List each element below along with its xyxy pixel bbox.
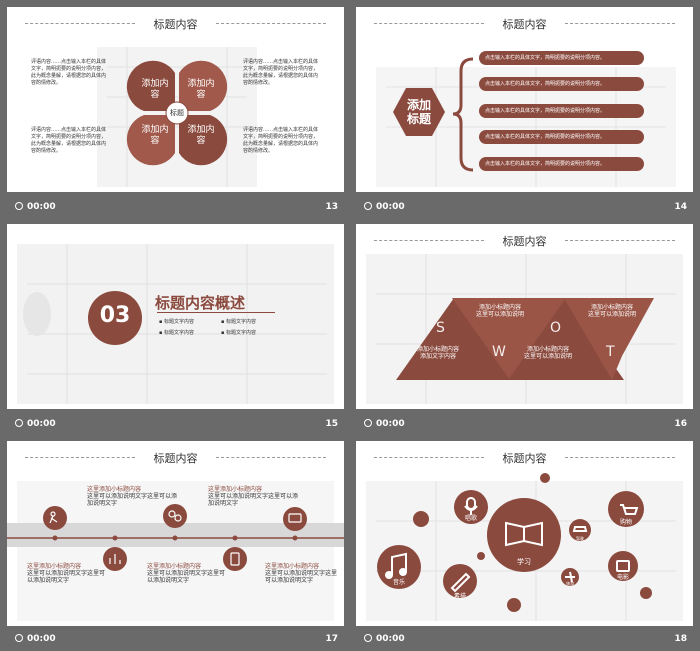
slide-number: 14 bbox=[674, 202, 687, 212]
petal-label: 添加内容 bbox=[141, 79, 169, 100]
slide-17-thumbnail[interactable]: 标题内容 这里添加小标题内容 这里可以添加说明文字这里可以添加说明文字 这里添加小… bbox=[7, 441, 344, 626]
slide-title: 标题内容 bbox=[356, 450, 693, 466]
timeline-label: 这里添加小标题内容 这里可以添加说明文字这里可以添加说明文字 bbox=[87, 486, 178, 507]
list-item: 点击输入本栏的具体文字，简明扼要的说明分项内容。 bbox=[479, 77, 644, 91]
heading-underline bbox=[157, 312, 275, 313]
hexagon-label: 添加标题 bbox=[406, 98, 431, 126]
slide-13-thumbnail[interactable]: 标题内容 评语内容……点击输入本栏的具体文字，简明扼要的说明分项内容，此为概念量… bbox=[7, 7, 344, 192]
slide-footer: 00:00 16 bbox=[356, 416, 693, 436]
slide-title: 标题内容 bbox=[7, 450, 344, 466]
slide-16-thumbnail[interactable]: 标题内容 S W O T 添加小标题内容 添加文字内容 添加小标题内容 这里可以添加… bbox=[356, 224, 693, 409]
swot-label: 添加小标题内容 这里可以添加说明 bbox=[587, 304, 636, 318]
hobby-label: 唱歌 bbox=[464, 515, 477, 522]
hobby-label: 电影 bbox=[616, 574, 629, 581]
slide-number: 18 bbox=[674, 634, 687, 644]
brace-icon bbox=[452, 57, 474, 172]
slide-footer: 00:00 15 bbox=[7, 416, 344, 436]
slide-number: 15 bbox=[325, 419, 338, 429]
petal-label: 添加内容 bbox=[187, 125, 215, 146]
petal-label: 添加内容 bbox=[141, 125, 169, 146]
petal-label: 添加内容 bbox=[187, 79, 215, 100]
slide-15-thumbnail[interactable]: 03 标题内容概述 ▪ 标题文字内容 ▪ 标题文字内容 ▪ 标题文字内容 ▪ 标… bbox=[7, 224, 344, 409]
list-item: 点击输入本栏的具体文字，简明扼要的说明分项内容。 bbox=[479, 104, 644, 118]
text-block: 评语内容……点击输入本栏的具体文字，简明扼要的说明分项内容，此为概念量解，请根据… bbox=[243, 127, 319, 154]
slide-number: 17 bbox=[325, 634, 338, 644]
sketch-background bbox=[17, 244, 334, 404]
bullet-item: ▪ 标题文字内容 bbox=[221, 330, 256, 336]
text-block: 评语内容……点击输入本栏的具体文字，简明扼要的说明分项内容，此为概念量解，请根据… bbox=[31, 59, 107, 86]
section-heading: 标题内容概述 bbox=[155, 294, 246, 312]
list-item: 点击输入本栏的具体文字，简明扼要的说明分项内容。 bbox=[479, 157, 644, 171]
sketch-background bbox=[7, 481, 344, 621]
text-block: 评语内容……点击输入本栏的具体文字，简明扼要的说明分项内容，此为概念量解，请根据… bbox=[243, 59, 319, 86]
timeline-label: 这里添加小标题内容 这里可以添加说明文字这里可以添加说明文字 bbox=[147, 563, 226, 584]
swot-label: 添加小标题内容 这里可以添加说明 bbox=[475, 304, 524, 318]
slide-title: 标题内容 bbox=[356, 233, 693, 249]
timeline-label: 这里添加小标题内容 这里可以添加说明文字这里可以添加说明文字 bbox=[208, 486, 299, 507]
slide-footer: 00:00 14 bbox=[356, 199, 693, 219]
slide-title: 标题内容 bbox=[356, 16, 693, 32]
list-item: 点击输入本栏的具体文字，简明扼要的说明分项内容。 bbox=[479, 51, 644, 65]
slide-number: 13 bbox=[325, 202, 338, 212]
swot-triangles bbox=[396, 298, 654, 380]
clock-icon bbox=[364, 202, 372, 210]
slide-18-thumbnail[interactable]: 标题内容 学习 音乐 唱歌 bbox=[356, 441, 693, 626]
hexagon-shape bbox=[393, 88, 445, 136]
swot-letter-w: W bbox=[492, 344, 506, 360]
swot-label: 添加小标题内容 添加文字内容 bbox=[416, 346, 459, 360]
text-block: 评语内容……点击输入本栏的具体文字，简明扼要的说明分项内容，此为概念量解，请根据… bbox=[31, 127, 107, 154]
slide-footer: 00:00 18 bbox=[356, 631, 693, 651]
hobby-label: 素描 bbox=[453, 593, 466, 600]
list-item: 点击输入本栏的具体文字，简明扼要的说明分项内容。 bbox=[479, 130, 644, 144]
swot-letter-t: T bbox=[606, 344, 615, 360]
clock-icon bbox=[364, 634, 372, 642]
bullet-item: ▪ 标题文字内容 bbox=[221, 319, 256, 325]
hobby-circles bbox=[377, 473, 652, 612]
hobby-label: 音乐 bbox=[392, 579, 405, 586]
slide-14-thumbnail[interactable]: 标题内容 添加标题 点击输入本栏的具体文字，简明扼要的说明分项内容。 点击输入本… bbox=[356, 7, 693, 192]
hobby-label: 驾驶 bbox=[576, 536, 584, 541]
timeline-icons bbox=[43, 504, 307, 571]
swot-letter-o: O bbox=[550, 320, 562, 336]
slide-title: 标题内容 bbox=[7, 16, 344, 32]
bullet-item: ▪ 标题文字内容 bbox=[159, 330, 194, 336]
swot-letter-s: S bbox=[436, 320, 445, 336]
hobby-label: 旅游 bbox=[566, 581, 574, 586]
petal-diagram bbox=[126, 60, 228, 166]
clock-icon bbox=[364, 419, 372, 427]
slide-footer: 00:00 17 bbox=[7, 631, 344, 651]
swot-label: 添加小标题内容 这里可以添加说明 bbox=[523, 346, 572, 360]
section-number-circle bbox=[88, 291, 142, 345]
clock-icon bbox=[15, 419, 23, 427]
section-number: 03 bbox=[99, 303, 131, 328]
center-label: 学习 bbox=[517, 558, 531, 566]
center-label: 标题 bbox=[170, 109, 184, 117]
timeline-label: 这里添加小标题内容 这里可以添加说明文字这里可以添加说明文字 bbox=[265, 563, 338, 584]
slide-footer: 00:00 13 bbox=[7, 199, 344, 219]
bullet-item: ▪ 标题文字内容 bbox=[159, 319, 194, 325]
clock-icon bbox=[15, 202, 23, 210]
slide-number: 16 bbox=[674, 419, 687, 429]
timeline-label: 这里添加小标题内容 这里可以添加说明文字这里可以添加说明文字 bbox=[27, 563, 106, 584]
clock-icon bbox=[15, 634, 23, 642]
hobby-label: 购物 bbox=[619, 519, 632, 526]
